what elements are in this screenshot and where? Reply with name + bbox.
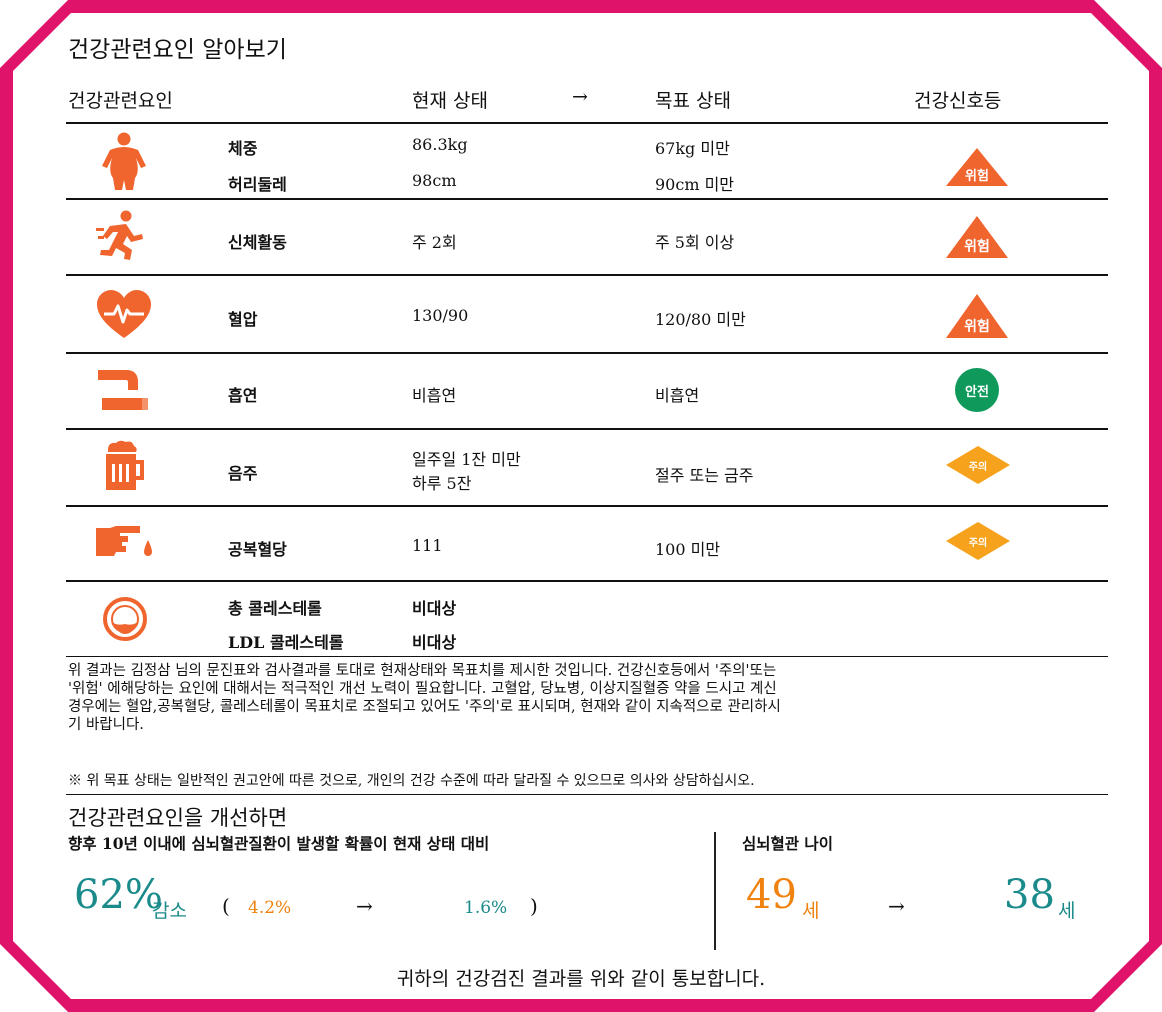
signal-label: 위험	[965, 169, 989, 184]
result-note-line: 경우에는 혈압,공복혈당, 콜레스테롤이 목표치로 조절되고 있어도 '주의'로…	[68, 699, 781, 715]
age-target: 38	[1004, 872, 1055, 918]
row-label: LDL 콜레스테롤	[228, 633, 344, 652]
paren-close: )	[530, 894, 538, 918]
artery-cholesterol-icon	[103, 597, 147, 641]
signal-caution-badge: 주의	[946, 522, 1010, 560]
header-target: 목표 상태	[655, 90, 731, 112]
target-value: 90cm 미만	[655, 175, 735, 194]
target-value: 120/80 미만	[655, 310, 746, 329]
current-value: 130/90	[412, 306, 469, 325]
running-person-icon	[96, 210, 143, 260]
current-value: 111	[412, 536, 443, 555]
improve-title: 건강관련요인을 개선하면	[68, 806, 288, 830]
risk-arrow: →	[356, 894, 373, 918]
reduction-value: 62%	[74, 872, 163, 918]
signal-danger-badge: 위험	[946, 148, 1008, 186]
table-divider	[66, 656, 1108, 657]
target-value: 절주 또는 금주	[655, 466, 754, 485]
table-divider	[66, 352, 1108, 354]
header-arrow: →	[572, 86, 588, 108]
current-value: 하루 5잔	[412, 474, 472, 493]
signal-danger-badge: 위험	[946, 294, 1008, 338]
reduction-word: 감소	[152, 900, 187, 922]
warning-triangle-icon	[946, 148, 1008, 186]
age-unit: 세	[802, 900, 820, 922]
header-factor: 건강관련요인	[68, 90, 173, 112]
current-value: 일주일 1잔 미만	[412, 450, 521, 469]
header-signal: 건강신호등	[914, 90, 1002, 112]
row-label: 허리둘레	[228, 175, 287, 194]
warning-triangle-icon	[946, 294, 1008, 338]
current-value: 86.3kg	[412, 135, 468, 154]
row-label: 음주	[228, 464, 258, 483]
table-divider	[66, 274, 1108, 276]
current-value: 비대상	[412, 633, 457, 652]
risk-current: 4.2%	[248, 898, 292, 918]
warning-triangle-icon	[946, 216, 1008, 258]
table-divider	[66, 198, 1108, 200]
signal-label: 주의	[968, 462, 988, 473]
page-title: 건강관련요인 알아보기	[68, 37, 287, 63]
target-value: 주 5회 이상	[655, 233, 735, 252]
current-value: 비흡연	[412, 386, 457, 405]
paren-open: (	[222, 894, 230, 918]
current-value: 주 2회	[412, 233, 457, 252]
result-note-line: 위 결과는 김정삼 님의 문진표와 검사결과를 토대로 현재상태와 목표치를 제…	[68, 663, 777, 679]
signal-danger-badge: 위험	[946, 216, 1008, 258]
age-arrow: →	[888, 894, 905, 918]
signal-label: 위험	[964, 319, 990, 335]
row-label: 공복혈당	[228, 540, 287, 559]
table-divider	[66, 505, 1108, 507]
risk-target: 1.6%	[464, 898, 508, 918]
body-weight-icon	[102, 132, 146, 190]
caution-diamond-icon	[946, 522, 1010, 560]
disclaimer-note: ※ 위 목표 상태는 일반적인 권고안에 따른 것으로, 개인의 건강 수준에 …	[68, 773, 755, 789]
age-unit: 세	[1058, 900, 1076, 922]
result-note-line: '위험' 에해당하는 요인에 대해서는 적극적인 개선 노력이 필요합니다. 고…	[68, 681, 777, 697]
caution-diamond-icon	[946, 446, 1010, 484]
heart-pulse-icon	[97, 290, 151, 338]
table-divider	[66, 122, 1108, 124]
row-label: 신체활동	[228, 233, 287, 252]
age-label: 심뇌혈관 나이	[742, 834, 833, 853]
target-value: 100 미만	[655, 540, 721, 559]
signal-safe-badge: 안전	[955, 368, 999, 412]
target-value: 67kg 미만	[655, 139, 730, 158]
age-current: 49	[746, 872, 797, 918]
result-note-line: 기 바랍니다.	[68, 717, 144, 733]
signal-label: 위험	[964, 239, 990, 255]
table-divider	[66, 580, 1108, 582]
current-value: 98cm	[412, 171, 457, 190]
section-divider	[66, 794, 1108, 795]
risk-label: 향후 10년 이내에 심뇌혈관질환이 발생할 확률이 현재 상태 대비	[68, 834, 490, 853]
footer-notice: 귀하의 건강검진 결과를 위와 같이 통보합니다.	[396, 968, 766, 990]
signal-caution-badge: 주의	[946, 446, 1010, 484]
row-label: 총 콜레스테롤	[228, 599, 322, 618]
beer-mug-icon	[106, 440, 144, 490]
row-label: 체중	[228, 139, 258, 158]
row-label: 흡연	[228, 386, 258, 405]
signal-label: 주의	[968, 538, 988, 549]
signal-label: 안전	[965, 385, 989, 400]
table-divider	[66, 428, 1108, 430]
target-value: 비흡연	[655, 386, 700, 405]
pipe-smoking-icon	[98, 370, 148, 410]
section-vertical-divider	[714, 832, 716, 950]
header-current: 현재 상태	[412, 90, 488, 112]
finger-blood-drop-icon	[96, 526, 152, 556]
row-label: 혈압	[228, 310, 258, 329]
current-value: 비대상	[412, 599, 457, 618]
